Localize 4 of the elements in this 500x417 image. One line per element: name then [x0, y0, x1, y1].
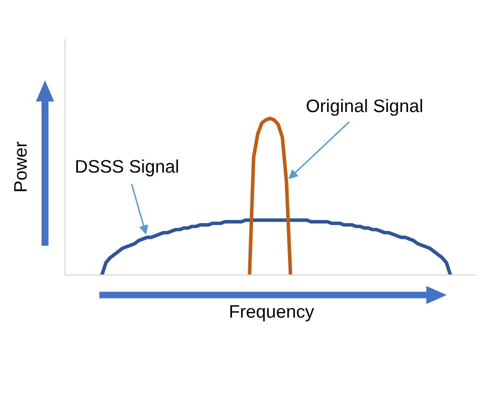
text: DSSS Signal	[76, 160, 178, 176]
series-label: Original Signal	[306, 98, 422, 116]
y-axis-title: Power	[14, 142, 27, 192]
x-axis-title: Frequency	[230, 305, 314, 322]
